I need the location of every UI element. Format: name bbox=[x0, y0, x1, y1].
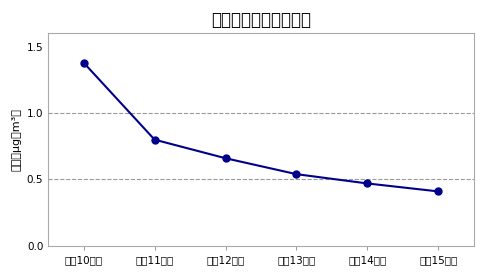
Y-axis label: 濃度（μg／m³）: 濃度（μg／m³） bbox=[11, 108, 21, 171]
Title: テトラクロロエチレン: テトラクロロエチレン bbox=[211, 11, 310, 29]
